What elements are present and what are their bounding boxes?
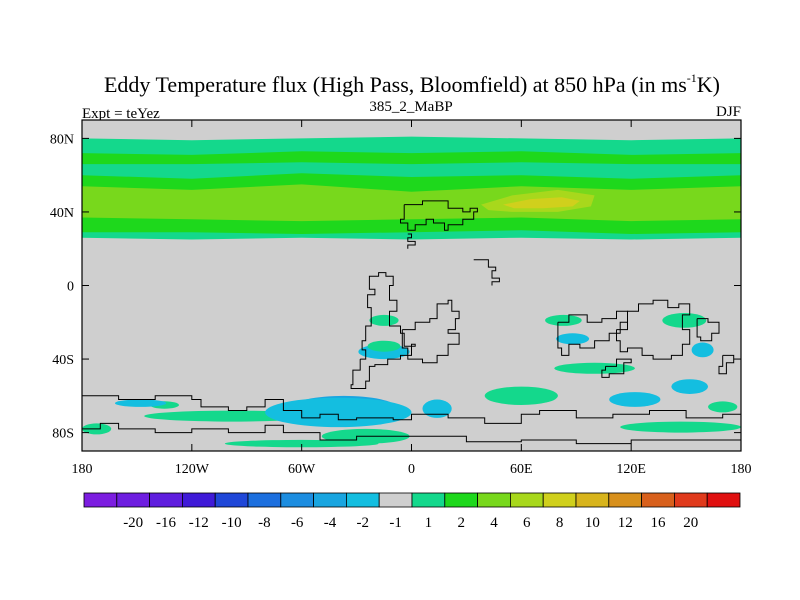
coastline-5: [407, 233, 416, 249]
flux-blob-pos1-13: [545, 314, 582, 326]
colorbar-label-10: 2: [457, 515, 465, 531]
colorbar-swatch-14: [542, 492, 577, 508]
flux-blob-neg1-4: [265, 397, 412, 428]
colorbar-label-7: -2: [357, 515, 370, 531]
colorbar-label-12: 6: [523, 515, 531, 531]
colorbar-swatch-3: [181, 492, 216, 508]
flux-blob-pos1-15: [367, 340, 401, 352]
colorbar-swatch-4: [214, 492, 249, 508]
colorbar-label-1: -16: [156, 515, 176, 531]
x-tick-label-6: 180: [731, 462, 752, 477]
colorbar-swatch-7: [313, 492, 347, 508]
coastline-10: [718, 354, 735, 375]
coastline-0: [82, 395, 741, 424]
colorbar-swatch-19: [706, 492, 741, 508]
colorbar-swatch-18: [674, 492, 708, 508]
flux-blob-pos1-8: [554, 362, 635, 374]
colorbar-label-17: 20: [683, 515, 698, 531]
colorbar-label-11: 4: [490, 515, 498, 531]
colorbar: -20 -16 -12 -10 -8 -6 -4 -2 -1 1 2 4 6 8 10 12 16 20: [83, 492, 741, 531]
x-tick-label-0: 180: [72, 462, 93, 477]
colorbar-swatch-5: [247, 492, 282, 508]
x-tick-label-2: 60W: [288, 462, 316, 477]
colorbar-swatch-12: [477, 492, 511, 508]
colorbar-swatch-15: [575, 492, 610, 508]
flux-blob-pos1-6: [484, 386, 558, 405]
flux-blob-neg1-5: [422, 399, 452, 418]
colorbar-label-6: -4: [324, 515, 337, 531]
y-tick-label-3: 40S: [52, 353, 74, 368]
flux-blob-neg1-12: [556, 333, 590, 345]
colorbar-swatch-1: [116, 492, 151, 508]
coastline-layer: [82, 200, 741, 445]
flux-blob-pos1-10: [662, 313, 707, 328]
flux-blob-pos1-16: [369, 314, 399, 326]
chart-title-end: K): [697, 72, 720, 97]
y-tick-label-2: 0: [67, 280, 74, 295]
subtitle-center: 385_2_MaBP: [369, 99, 452, 115]
flux-fill-layer: [82, 136, 741, 448]
coastline-2: [350, 272, 416, 389]
colorbar-swatch-13: [509, 492, 544, 508]
y-tick-label-0: 80N: [50, 132, 74, 147]
colorbar-label-3: -10: [222, 515, 242, 531]
colorbar-label-0: -20: [123, 515, 143, 531]
colorbar-label-9: 1: [425, 515, 433, 531]
subtitle-right: DJF: [716, 104, 741, 120]
coastline-1: [82, 422, 741, 445]
colorbar-label-13: 8: [556, 515, 564, 531]
colorbar-label-8: -1: [389, 515, 402, 531]
flux-blob-pos1-2: [224, 439, 379, 448]
colorbar-label-15: 12: [618, 515, 633, 531]
colorbar-swatch-17: [641, 492, 675, 508]
y-tick-label-1: 40N: [50, 206, 74, 221]
colorbar-swatch-16: [608, 492, 642, 508]
flux-blob-neg1-7: [609, 392, 661, 407]
colorbar-swatch-10: [411, 492, 446, 508]
coastline-9: [696, 318, 720, 342]
x-tick-label-1: 120W: [175, 462, 210, 477]
chart-title: Eddy Temperature flux (High Pass, Bloomf…: [104, 71, 720, 97]
coastline-3: [401, 299, 460, 364]
colorbar-swatch-0: [83, 492, 118, 508]
colorbar-swatch-11: [444, 492, 478, 508]
chart-title-main: Eddy Temperature flux (High Pass, Bloomf…: [104, 72, 687, 97]
x-tick-label-5: 120E: [616, 462, 646, 477]
colorbar-label-4: -8: [258, 515, 271, 531]
coastline-7: [557, 310, 628, 356]
colorbar-swatch-9: [378, 492, 413, 508]
coastline-8: [616, 299, 691, 360]
colorbar-label-5: -6: [291, 515, 304, 531]
y-axis: 80N 40N 0 40S 80S: [50, 132, 741, 442]
flux-blob-neg1-18: [115, 399, 167, 407]
flux-blob-neg1-11: [691, 342, 714, 358]
colorbar-label-16: 16: [651, 515, 667, 531]
coastline-11: [601, 358, 632, 378]
y-tick-label-4: 80S: [52, 427, 74, 442]
colorbar-swatch-8: [345, 492, 380, 508]
flux-blob-pos1-21: [708, 401, 738, 413]
colorbar-swatch-6: [280, 492, 314, 508]
chart-title-superscript: -1: [687, 71, 697, 85]
coastline-4: [400, 200, 478, 231]
x-tick-label-4: 60E: [510, 462, 533, 477]
flux-blob-pos1-20: [620, 421, 741, 433]
map-area: [81, 119, 742, 452]
flux-blob-neg1-9: [671, 379, 708, 394]
x-tick-label-3: 0: [408, 462, 415, 477]
subtitle-left: Expt = teYez: [82, 106, 160, 122]
flux-band-pos2-1: [82, 151, 741, 165]
x-axis: 180 120W 60W 0 60E 120E 180: [72, 120, 752, 477]
coastline-6: [473, 259, 500, 286]
flux-band-pos8-5: [503, 197, 580, 209]
colorbar-swatch-2: [149, 492, 183, 508]
colorbar-label-2: -12: [189, 515, 209, 531]
colorbar-label-14: 10: [585, 515, 600, 531]
